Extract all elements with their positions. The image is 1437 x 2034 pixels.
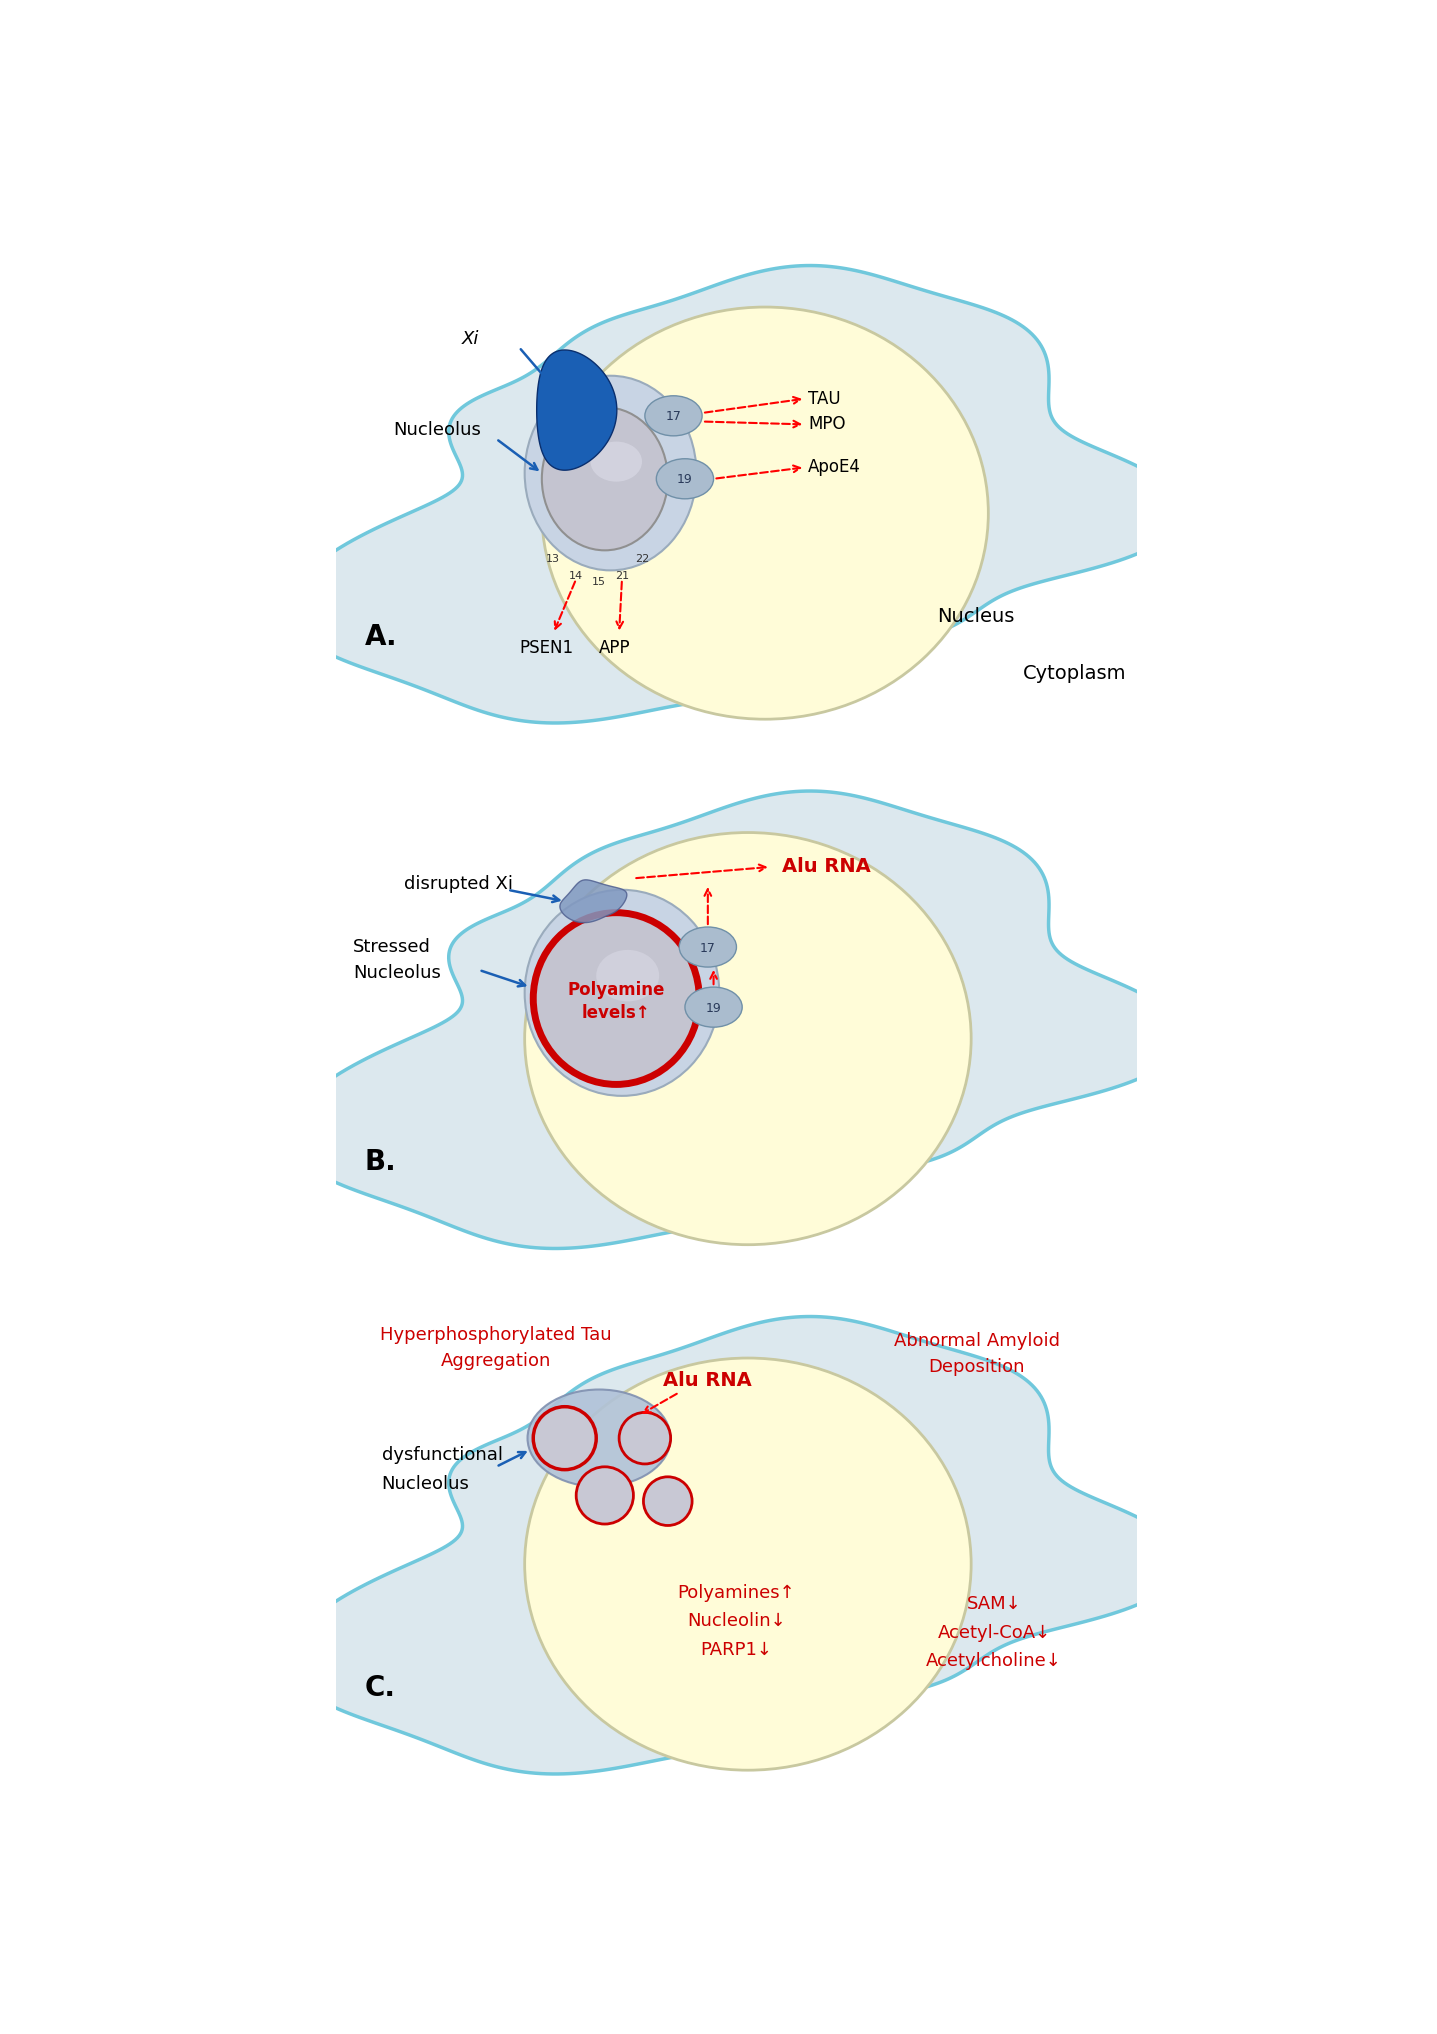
Text: Xi: Xi: [461, 330, 479, 348]
Polygon shape: [560, 881, 627, 923]
Text: 17: 17: [665, 411, 681, 423]
Text: disrupted Xi: disrupted Xi: [404, 875, 513, 893]
Polygon shape: [536, 350, 616, 470]
Text: Nucleolus: Nucleolus: [392, 421, 481, 439]
Ellipse shape: [525, 1359, 971, 1770]
Ellipse shape: [525, 376, 697, 570]
Text: Polyamine: Polyamine: [568, 980, 665, 999]
Text: ApoE4: ApoE4: [808, 458, 861, 476]
Text: Polyamines↑: Polyamines↑: [678, 1584, 795, 1601]
Text: Nucleus: Nucleus: [937, 606, 1015, 626]
Text: SAM↓: SAM↓: [967, 1595, 1022, 1613]
Polygon shape: [287, 1316, 1183, 1774]
Text: Hyperphosphorylated Tau: Hyperphosphorylated Tau: [381, 1326, 612, 1344]
Text: TAU: TAU: [808, 391, 841, 407]
Ellipse shape: [525, 832, 971, 1245]
Text: 19: 19: [677, 474, 693, 486]
Ellipse shape: [685, 986, 741, 1027]
Polygon shape: [287, 791, 1183, 1249]
Text: PARP1↓: PARP1↓: [700, 1641, 773, 1660]
Text: Stressed: Stressed: [354, 938, 431, 956]
Ellipse shape: [542, 307, 989, 720]
Text: Acetyl-CoA↓: Acetyl-CoA↓: [937, 1623, 1050, 1641]
Text: Nucleolus: Nucleolus: [382, 1475, 470, 1493]
Text: 17: 17: [700, 942, 716, 954]
Text: Nucleolus: Nucleolus: [354, 964, 441, 982]
Text: 13: 13: [546, 553, 560, 563]
Polygon shape: [287, 266, 1183, 722]
Text: Aggregation: Aggregation: [441, 1353, 552, 1371]
Ellipse shape: [533, 913, 700, 1084]
Ellipse shape: [657, 460, 714, 498]
Ellipse shape: [576, 1467, 634, 1523]
Text: APP: APP: [599, 639, 631, 657]
Text: C.: C.: [365, 1674, 395, 1702]
Text: Abnormal Amyloid: Abnormal Amyloid: [894, 1332, 1061, 1351]
Text: Deposition: Deposition: [928, 1357, 1025, 1375]
Ellipse shape: [596, 950, 660, 1001]
Ellipse shape: [680, 928, 737, 966]
Text: Alu RNA: Alu RNA: [664, 1371, 752, 1391]
Text: Acetylcholine↓: Acetylcholine↓: [925, 1652, 1062, 1670]
Text: B.: B.: [365, 1149, 397, 1176]
Ellipse shape: [525, 889, 720, 1096]
Text: A.: A.: [365, 622, 397, 651]
Text: 22: 22: [635, 553, 650, 563]
Ellipse shape: [533, 1408, 596, 1471]
Text: dysfunctional: dysfunctional: [382, 1446, 503, 1464]
Text: 21: 21: [615, 572, 629, 582]
Ellipse shape: [591, 441, 642, 482]
Text: MPO: MPO: [808, 415, 845, 433]
Ellipse shape: [527, 1389, 671, 1487]
Text: 15: 15: [592, 578, 606, 588]
Ellipse shape: [542, 407, 668, 551]
Text: PSEN1: PSEN1: [519, 639, 573, 657]
Text: Alu RNA: Alu RNA: [782, 858, 871, 877]
Ellipse shape: [644, 1477, 693, 1526]
Text: 19: 19: [706, 1003, 721, 1015]
Text: Nucleolin↓: Nucleolin↓: [687, 1613, 786, 1631]
Ellipse shape: [619, 1412, 671, 1464]
Text: Cytoplasm: Cytoplasm: [1023, 663, 1127, 683]
Text: levels↑: levels↑: [582, 1005, 651, 1021]
Ellipse shape: [645, 397, 703, 435]
Text: 14: 14: [569, 572, 583, 582]
